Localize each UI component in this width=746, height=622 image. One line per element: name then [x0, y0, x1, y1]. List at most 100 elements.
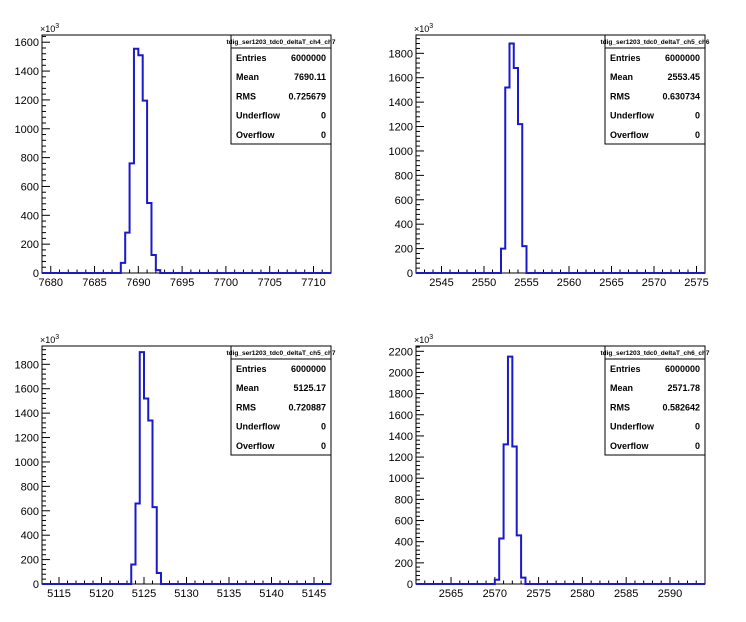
stat-value: 0.582642 — [662, 402, 700, 412]
stat-value: 6000000 — [291, 364, 326, 374]
stat-value: 0.630734 — [662, 91, 700, 101]
y-tick-label: 1600 — [15, 384, 39, 396]
x-tick-label: 2545 — [429, 277, 453, 289]
y-tick-label: 800 — [395, 170, 413, 182]
y-tick-label: 0 — [33, 268, 39, 280]
stat-value: 0 — [695, 111, 700, 121]
stat-value: 0 — [695, 422, 700, 432]
y-tick-label: 600 — [395, 195, 413, 207]
stat-value: 2571.78 — [667, 383, 700, 393]
x-tick-label: 2560 — [557, 277, 581, 289]
y-tick-label: 1000 — [15, 124, 39, 136]
y-tick-label: 800 — [21, 153, 39, 165]
x-tick-label: 5140 — [259, 588, 283, 600]
x-tick-label: 2550 — [472, 277, 496, 289]
y-tick-label: 1600 — [389, 410, 413, 422]
y-tick-label: 800 — [21, 481, 39, 493]
y-tick-label: 1000 — [389, 146, 413, 158]
x-tick-label: 5135 — [217, 588, 241, 600]
y-tick-label: 1400 — [389, 97, 413, 109]
histogram-title: tdig_ser1203_tdc0_deltaT_ch6_ch7 — [600, 350, 709, 357]
y-tick-label: 200 — [395, 244, 413, 256]
histogram-line — [42, 47, 331, 274]
y-tick-label: 1800 — [389, 389, 413, 401]
stat-value: 6000000 — [665, 53, 700, 63]
y-tick-label: 1600 — [15, 37, 39, 49]
x-tick-label: 2580 — [570, 588, 594, 600]
y-tick-label: 400 — [395, 537, 413, 549]
stat-value: 0 — [321, 441, 326, 451]
y-tick-label: 200 — [21, 239, 39, 251]
y-tick-label: 2200 — [389, 346, 413, 358]
stat-label: Mean — [236, 383, 259, 393]
y-tick-label: 1400 — [389, 431, 413, 443]
stat-label: Overflow — [610, 130, 650, 140]
x-tick-label: 2590 — [658, 588, 682, 600]
stat-value: 2553.45 — [667, 72, 700, 82]
stat-label: Mean — [610, 72, 633, 82]
y-tick-label: 600 — [21, 506, 39, 518]
stat-label: Entries — [236, 364, 267, 374]
x-tick-label: 2570 — [483, 588, 507, 600]
stat-value: 0.720887 — [288, 402, 326, 412]
stat-label: Entries — [236, 53, 267, 63]
histogram-pad-4: 2565 2570 2575 2580 2585 2590 0 200 400 600 800 100… — [389, 334, 710, 600]
stat-label: Underflow — [610, 422, 655, 432]
y-exponent-label: ×103 — [40, 334, 59, 345]
stat-label: RMS — [236, 91, 256, 101]
y-tick-label: 1800 — [389, 48, 413, 60]
histogram-line — [416, 42, 705, 274]
y-tick-label: 400 — [21, 210, 39, 222]
stat-value: 6000000 — [665, 364, 700, 374]
stat-value: 5125.17 — [293, 383, 326, 393]
y-tick-label: 1400 — [15, 66, 39, 78]
y-tick-label: 400 — [395, 219, 413, 231]
histogram-pad-3: 5115 5120 5125 5130 5135 5140 5145 0 200 400 600 80… — [15, 334, 336, 600]
y-tick-label: 600 — [395, 516, 413, 528]
x-tick-label: 5145 — [302, 588, 326, 600]
y-tick-label: 600 — [21, 181, 39, 193]
histogram-line — [416, 355, 705, 585]
x-tick-label: 2555 — [514, 277, 538, 289]
y-tick-label: 0 — [407, 579, 413, 591]
stat-label: Overflow — [610, 441, 650, 451]
stat-label: Overflow — [236, 130, 276, 140]
y-tick-label: 1200 — [15, 95, 39, 107]
y-exponent-label: ×103 — [414, 23, 433, 34]
stat-label: Entries — [610, 364, 641, 374]
y-tick-label: 1000 — [15, 457, 39, 469]
stat-value: 0 — [321, 111, 326, 121]
y-tick-label: 400 — [21, 530, 39, 542]
x-tick-label: 7705 — [257, 277, 281, 289]
histogram-title: tdig_ser1203_tdc0_deltaT_ch4_ch7 — [226, 39, 335, 46]
y-tick-label: 800 — [395, 494, 413, 506]
x-tick-label: 7700 — [214, 277, 238, 289]
x-tick-label: 2565 — [599, 277, 623, 289]
x-tick-label: 2585 — [614, 588, 638, 600]
stat-label: Mean — [236, 72, 259, 82]
stat-label: Underflow — [236, 422, 281, 432]
y-exponent-label: ×103 — [40, 23, 59, 34]
y-tick-label: 2000 — [389, 367, 413, 379]
stat-label: RMS — [610, 402, 630, 412]
histogram-pad-1: 7680 7685 7690 7695 7700 7705 7710 0 200 400 600 80… — [15, 23, 336, 289]
y-tick-label: 0 — [407, 268, 413, 280]
x-tick-label: 5120 — [89, 588, 113, 600]
stat-label: Underflow — [610, 111, 655, 121]
stat-value: 0 — [695, 130, 700, 140]
stats-box — [230, 345, 332, 456]
histogram-title: tdig_ser1203_tdc0_deltaT_ch5_ch6 — [600, 39, 709, 46]
x-tick-label: 2565 — [439, 588, 463, 600]
stat-label: Overflow — [236, 441, 276, 451]
x-tick-label: 7695 — [170, 277, 194, 289]
y-tick-label: 200 — [21, 555, 39, 567]
stat-label: RMS — [610, 91, 630, 101]
y-tick-label: 1200 — [389, 452, 413, 464]
y-tick-label: 0 — [33, 579, 39, 591]
stat-label: Entries — [610, 53, 641, 63]
y-tick-label: 1400 — [15, 408, 39, 420]
stat-value: 7690.11 — [294, 72, 326, 82]
stats-box — [604, 34, 706, 145]
stat-label: Underflow — [236, 111, 281, 121]
